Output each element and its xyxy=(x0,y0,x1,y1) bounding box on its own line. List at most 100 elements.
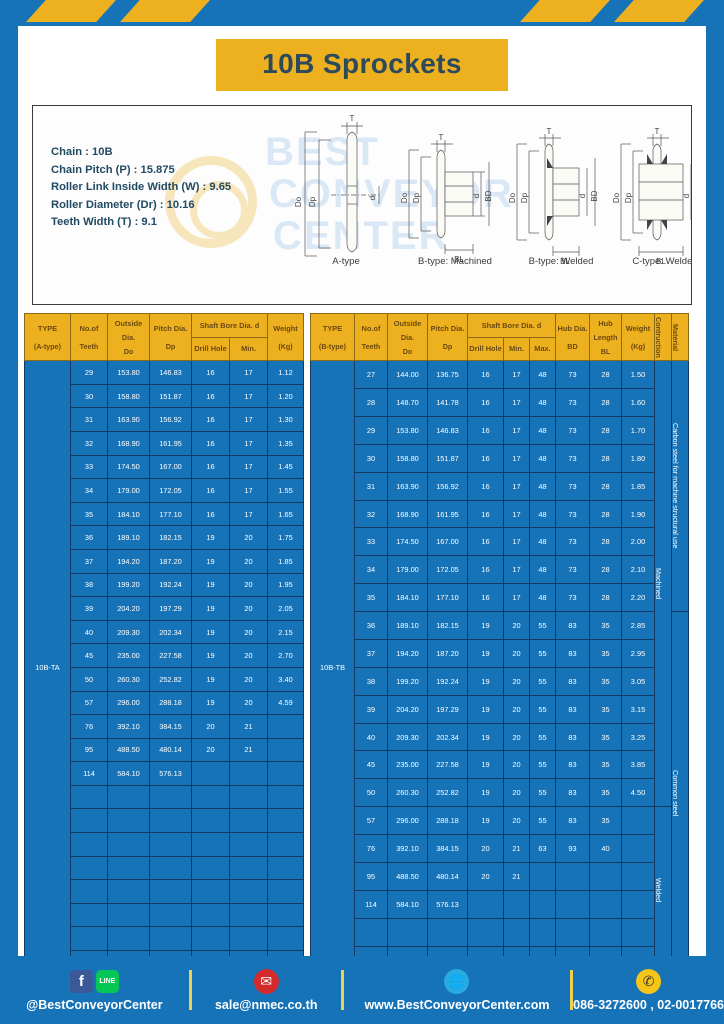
cell-max: 48 xyxy=(529,555,556,585)
th-b-od-sym: Do xyxy=(402,346,413,356)
footer-email[interactable]: ✉ sale@nmec.co.th xyxy=(192,969,341,1012)
phone-icon[interactable]: ✆ xyxy=(636,969,662,994)
th-a-od-sym: Do xyxy=(123,346,134,356)
th-b-hubdia-sym: BD xyxy=(567,341,578,351)
cell-min: 20 xyxy=(503,750,530,780)
cell-od: 184.10 xyxy=(387,583,428,613)
cell-blank xyxy=(70,855,108,881)
table-row-blank xyxy=(25,879,304,904)
cell-teeth: 29 xyxy=(354,415,388,445)
cell-teeth: 28 xyxy=(354,388,388,417)
cell-teeth: 114 xyxy=(70,761,108,786)
material-value: Carbon steel for machine structural use xyxy=(671,423,681,549)
cell-bd: 83 xyxy=(555,638,590,668)
cell-drill: 19 xyxy=(191,596,230,621)
line-icon[interactable]: LINE xyxy=(95,970,119,993)
cell-material: Common steel xyxy=(671,611,689,975)
cell-blank xyxy=(191,832,230,857)
table-row-blank xyxy=(25,832,304,857)
table-row: 45 235.00 227.58 19 20 55 83 35 3.85 xyxy=(311,750,689,780)
cell-min: 21 xyxy=(229,737,268,763)
cell-teeth: 45 xyxy=(354,750,388,780)
cell-weight: 1.85 xyxy=(621,471,655,501)
cell-teeth: 31 xyxy=(70,407,108,432)
cell-blank xyxy=(107,784,150,810)
mail-icon[interactable]: ✉ xyxy=(253,969,279,994)
cell-construction: Welded xyxy=(654,806,672,975)
cell-drill: 19 xyxy=(467,611,504,640)
cell-blank xyxy=(267,879,304,904)
diagram-c-welded: Do Dp d BD T BL C-type: Welded xyxy=(612,114,691,274)
th-b-bore-group: Shaft Bore Dia. d xyxy=(467,313,556,338)
cell-bl: 35 xyxy=(589,638,622,668)
cell-teeth: 31 xyxy=(354,471,388,501)
cell-blank xyxy=(267,808,304,834)
cell-bl: 28 xyxy=(589,443,622,473)
cell-pd: 384.15 xyxy=(427,834,468,863)
table-row: 38 199.20 192.24 19 20 1.95 xyxy=(25,572,304,598)
diagram-b-welded: Do Dp d BD T BL B-type: Welded xyxy=(508,114,613,274)
cell-od: 158.80 xyxy=(387,443,428,473)
cell-od: 194.20 xyxy=(387,638,428,668)
th-a-teeth: No.of Teeth xyxy=(70,312,108,362)
cell-bd: 83 xyxy=(555,694,590,724)
cell-bl: 28 xyxy=(589,555,622,585)
cell-teeth: 33 xyxy=(354,527,388,557)
cell-pd: 252.82 xyxy=(149,666,192,692)
cell-drill: 19 xyxy=(191,666,230,692)
chevron-decor-1 xyxy=(26,0,116,22)
cell-drill: 19 xyxy=(467,694,504,724)
cell-blank xyxy=(229,808,268,834)
footer-phone[interactable]: ✆ 086-3272600 , 02-0017766 xyxy=(573,969,724,1012)
cell-min: 17 xyxy=(229,454,268,480)
footer-social[interactable]: f LINE @BestConveyorCenter xyxy=(0,969,189,1012)
cell-teeth: 34 xyxy=(70,478,108,503)
cell-weight: 4.59 xyxy=(267,690,304,716)
cell-bl: 28 xyxy=(589,388,622,417)
cell-od: 163.90 xyxy=(107,407,150,432)
specification-list: Chain : 10B Chain Pitch (P) : 15.875 Rol… xyxy=(51,144,231,232)
table-row: 35 184.10 177.10 16 17 48 73 28 2.20 xyxy=(311,583,689,613)
cell-teeth: 37 xyxy=(70,548,108,574)
cell-od: 199.20 xyxy=(107,572,150,598)
cell-blank xyxy=(149,926,192,952)
th-a-pd-main: Pitch Dia. xyxy=(153,323,188,333)
cell-od: 153.80 xyxy=(107,360,150,385)
footer-website[interactable]: 🌐 www.BestConveyorCenter.com xyxy=(344,969,570,1012)
cell-min xyxy=(503,889,530,919)
cell-min: 20 xyxy=(229,525,268,550)
cell-od: 209.30 xyxy=(107,619,150,645)
facebook-icon[interactable]: f xyxy=(69,970,93,993)
cell-max: 48 xyxy=(529,499,556,529)
th-a-bore-group: Shaft Bore Dia. d xyxy=(191,313,268,338)
svg-text:BL: BL xyxy=(454,255,464,264)
cell-bl: 35 xyxy=(589,666,622,696)
cell-min: 20 xyxy=(503,694,530,724)
th-b-max: Max. xyxy=(529,336,556,362)
th-a-type-main: TYPE xyxy=(37,323,58,333)
phone-text: 086-3272600 , 02-0017766 xyxy=(573,997,724,1012)
cell-blank xyxy=(70,832,108,857)
cell-blank xyxy=(70,926,108,952)
cell-min: 20 xyxy=(503,638,530,668)
cell-od: 184.10 xyxy=(107,501,150,527)
table-row: 31 163.90 156.92 16 17 48 73 28 1.85 xyxy=(311,471,689,501)
web-icon-wrap: 🌐 xyxy=(444,969,470,995)
cell-blank xyxy=(229,926,268,952)
globe-icon[interactable]: 🌐 xyxy=(444,969,470,994)
cell-teeth: 33 xyxy=(70,454,108,480)
cell-drill: 19 xyxy=(191,548,230,574)
cell-pd: 192.24 xyxy=(427,666,468,696)
cell-min: 21 xyxy=(503,861,530,891)
svg-text:Do: Do xyxy=(613,192,621,203)
table-row: 31 163.90 156.92 16 17 1.30 xyxy=(25,407,304,432)
material-value: Common steel xyxy=(671,769,681,817)
cell-bd xyxy=(555,861,590,891)
th-b-od-sub: Dia. xyxy=(400,332,415,342)
cell-pd: 187.20 xyxy=(149,548,192,574)
cell-max: 48 xyxy=(529,388,556,417)
diagram-a-type: Do Dp d T A-type xyxy=(291,114,401,274)
cell-weight: 2.10 xyxy=(621,555,655,585)
svg-text:d: d xyxy=(578,194,587,198)
cell-pd: 288.18 xyxy=(149,690,192,716)
